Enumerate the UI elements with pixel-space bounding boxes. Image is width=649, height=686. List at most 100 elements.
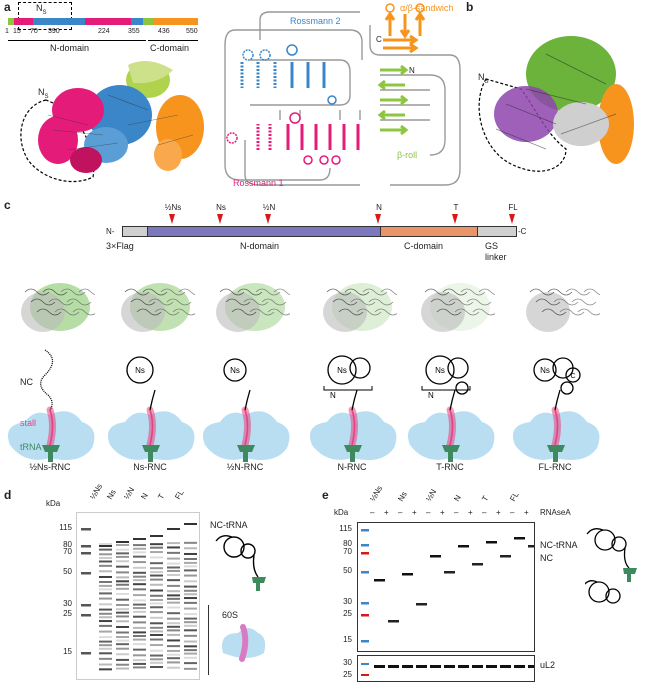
bar-n-domain (148, 227, 381, 236)
gel-e-marker-b-30: 30 (343, 658, 352, 667)
beta-roll-label: β-roll (397, 150, 418, 160)
tick-15: 15 (13, 28, 21, 35)
structure-b-orange (598, 84, 634, 164)
bubble-ns-2: Ns (230, 366, 240, 375)
gel-e-pm-4: – (426, 508, 431, 517)
rnc-label-3: N-RNC (337, 462, 367, 472)
protein-structure-b (478, 36, 634, 172)
structure-orange (154, 95, 204, 171)
rnc-label-0: ½Ns-RNC (29, 462, 71, 472)
structure-pink (38, 88, 104, 173)
bar-linker (478, 227, 516, 236)
rnc-structure-3 (323, 283, 397, 332)
gel-d-bands (81, 523, 197, 671)
bubble-ns-5: Ns (540, 366, 550, 375)
gel-e-pm-6: – (454, 508, 459, 517)
domain-seg-green1 (8, 18, 14, 25)
gel-e-pm-5: + (440, 508, 445, 517)
rnc-label-2: ½N-RNC (226, 462, 264, 472)
gel-e-pm-0: – (370, 508, 375, 517)
gel-d-marker-15: 15 (63, 647, 72, 656)
gel-e-marker-115: 115 (339, 524, 352, 533)
nc-cartoons (585, 528, 637, 604)
n-domain-line (8, 40, 146, 41)
bubble-c: C (570, 373, 575, 380)
c-c-domain-label: C-domain (404, 241, 444, 251)
construct-label-0: ½Ns (164, 203, 182, 212)
gel-e-nc-label: NC (540, 553, 553, 563)
tick-550: 550 (186, 28, 198, 35)
gel-d-marker-30: 30 (63, 599, 72, 608)
rossmann1-elements (226, 112, 360, 165)
structure-b-lines (495, 53, 617, 150)
gel-e-top-bands (361, 529, 539, 643)
gel-e-bottom (357, 655, 539, 682)
n-domain-label: N-domain (50, 43, 90, 53)
topology-diagram (224, 3, 461, 186)
gel-e-marker-25: 25 (343, 609, 352, 618)
stall-label: stall (20, 418, 37, 428)
bar-flag (123, 227, 148, 236)
gel-d-lane-5: FL (173, 488, 186, 501)
tick-70: 70 (30, 28, 38, 35)
bar-n-term: N- (106, 227, 115, 236)
domain-seg-blue2 (131, 18, 143, 25)
rnc-cartoon-4: Ns N (407, 355, 495, 462)
gel-e-lane-4: T (480, 494, 491, 503)
panel-d-letter: d (4, 488, 12, 502)
construct-arrow-0 (169, 214, 175, 224)
construct-arrow-5 (509, 214, 515, 224)
rnc-structure-4 (421, 283, 495, 332)
construct-arrow-1 (217, 214, 223, 224)
alpha-beta-elements (383, 3, 426, 54)
gel-d-marker-70: 70 (63, 547, 72, 556)
ns-dashed-box (18, 2, 72, 30)
flag-label: 3×Flag (106, 241, 134, 251)
topology-c-term: C (376, 35, 382, 44)
rnc-cartoon-3: Ns N (309, 355, 397, 462)
rossmann2-label: Rossmann 2 (290, 16, 341, 26)
trna-label: tRNA (20, 442, 42, 452)
rnc-cartoon-2: Ns (202, 358, 290, 462)
gel-e-top (357, 522, 539, 652)
gel-e-bottom-bands (361, 663, 539, 676)
tick-436: 436 (158, 28, 170, 35)
tick-355: 355 (128, 28, 140, 35)
bar-c-domain (381, 227, 478, 236)
tick-390: 390 (48, 28, 60, 35)
protein-structure-a (20, 61, 204, 183)
rossmann1-label: Rossmann 1 (233, 178, 284, 188)
gel-d-nctrna-label: NC-tRNA (210, 520, 248, 530)
s60-bracket (208, 605, 209, 675)
gel-e-marker-80: 80 (343, 539, 352, 548)
rnc-structure-0 (21, 283, 95, 332)
rnasea-label: RNAseA (540, 508, 571, 517)
gel-e-marker-70: 70 (343, 547, 352, 556)
rnc-structure-2 (216, 283, 290, 332)
domain-bar (8, 18, 198, 25)
construct-bar (122, 226, 517, 237)
construct-label-4: T (453, 203, 459, 212)
gel-e-pm-11: + (524, 508, 529, 517)
bubble-ns-3: Ns (337, 366, 347, 375)
panel-e-letter: e (322, 488, 329, 502)
rnc-cartoon-5: Ns C (512, 357, 600, 462)
bracket-n-4: N (428, 391, 434, 400)
structure-lines (47, 94, 194, 151)
domain-seg-pink2 (85, 18, 131, 25)
ns-box-label: NS (36, 3, 47, 16)
gel-e-pm-9: + (496, 508, 501, 517)
gel-d-lane-4: T (156, 492, 167, 501)
gel-e-lane-5: FL (508, 490, 521, 503)
rnc-label-1: Ns-RNC (133, 462, 167, 472)
gel-d-marker-115: 115 (59, 523, 72, 532)
tick-1: 1 (5, 28, 9, 35)
gel-e-kda: kDa (334, 508, 349, 517)
construct-arrow-2 (265, 214, 271, 224)
rnc-structure-1 (121, 283, 195, 332)
gel-e-lane-3: N (452, 493, 463, 503)
tick-224: 224 (98, 28, 110, 35)
gel-e-pm-7: + (468, 508, 473, 517)
gel-d-marker-80: 80 (63, 540, 72, 549)
gel-e-pm-10: – (510, 508, 515, 517)
